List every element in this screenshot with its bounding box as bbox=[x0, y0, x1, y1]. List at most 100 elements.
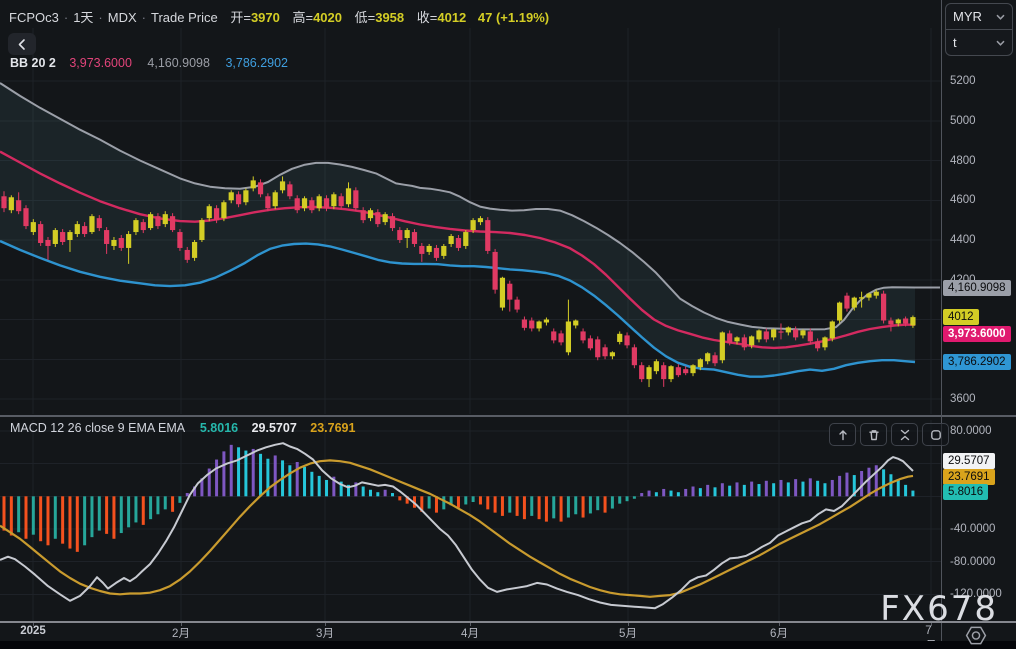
price-tick-label: 5000 bbox=[950, 114, 976, 127]
trash-icon bbox=[868, 429, 879, 440]
candle bbox=[23, 208, 29, 227]
bb-upper-value: 4,160.9098 bbox=[147, 56, 210, 70]
candle bbox=[822, 337, 828, 348]
candle bbox=[470, 220, 476, 231]
candle bbox=[16, 200, 22, 212]
symbol-name[interactable]: FCPOc3 bbox=[9, 10, 59, 25]
candle bbox=[67, 232, 73, 240]
candle bbox=[111, 240, 117, 246]
candle bbox=[162, 214, 168, 225]
candle bbox=[360, 210, 366, 221]
change-value: 47 (+1.19%) bbox=[477, 10, 550, 25]
bb-basis-value: 3,973.6000 bbox=[69, 56, 132, 70]
candle bbox=[323, 198, 330, 209]
time-label: 2025 bbox=[20, 625, 46, 637]
separator-dot: · bbox=[63, 10, 69, 25]
bb-title: BB 20 2 bbox=[10, 56, 56, 70]
chevron-left-icon bbox=[18, 38, 25, 50]
delete-pane-button[interactable] bbox=[860, 423, 887, 446]
candle bbox=[140, 222, 146, 231]
candle bbox=[45, 240, 51, 246]
candle bbox=[573, 320, 579, 326]
candle bbox=[52, 230, 58, 244]
candle bbox=[910, 317, 916, 326]
time-label: 5月 bbox=[619, 628, 637, 640]
bb-indicator-legend[interactable]: BB 20 2 3,973.6000 4,160.9098 3,786.2902 bbox=[10, 56, 288, 70]
candle bbox=[529, 320, 535, 329]
candle bbox=[375, 212, 381, 225]
candle bbox=[829, 321, 835, 339]
candle bbox=[514, 299, 520, 310]
macd-signal-line bbox=[0, 459, 914, 598]
time-label: 6月 bbox=[770, 628, 788, 640]
candle bbox=[184, 249, 190, 260]
candle bbox=[221, 202, 227, 219]
signal-value-badge: 23.7691 bbox=[943, 468, 995, 485]
pane-divider[interactable] bbox=[0, 415, 1016, 417]
candle bbox=[902, 318, 909, 324]
currency-dropdown[interactable]: MYR bbox=[946, 4, 1012, 30]
candle bbox=[499, 277, 506, 308]
candle bbox=[646, 367, 652, 380]
candle bbox=[712, 355, 718, 364]
bb-lower-badge: 3,786.2902 bbox=[943, 353, 1011, 370]
symbol-info-bar[interactable]: FCPOc3 · 1天 · MDX · Trade Price 开=3970 高=4020 … bbox=[9, 7, 549, 26]
back-button[interactable] bbox=[8, 33, 36, 55]
candle bbox=[617, 333, 623, 342]
macd-signal-value: 23.7691 bbox=[310, 421, 356, 435]
candle bbox=[206, 206, 212, 219]
macd-indicator-legend[interactable]: MACD 12 26 close 9 EMA EMA 5.8016 29.570… bbox=[10, 421, 355, 435]
chevron-down-icon bbox=[996, 14, 1005, 20]
candle bbox=[668, 366, 674, 380]
main-chart-svg[interactable] bbox=[0, 0, 941, 649]
candle bbox=[683, 369, 689, 374]
scale-unit-selector: MYR t bbox=[945, 3, 1013, 56]
candle bbox=[485, 220, 491, 251]
unit-dropdown[interactable]: t bbox=[946, 30, 1012, 55]
grid-lines bbox=[0, 28, 941, 621]
time-tick bbox=[33, 622, 34, 626]
candle bbox=[1, 196, 7, 209]
candle bbox=[96, 218, 102, 229]
candle bbox=[675, 367, 681, 376]
candle bbox=[602, 347, 608, 357]
axis-settings-button[interactable] bbox=[963, 624, 989, 649]
time-label: 3月 bbox=[316, 628, 334, 640]
macd-tick-label: -40.0000 bbox=[950, 522, 996, 535]
candle bbox=[60, 232, 66, 242]
candle bbox=[74, 224, 80, 235]
candle bbox=[382, 214, 388, 223]
price-axis-border bbox=[941, 0, 942, 641]
candle bbox=[639, 365, 645, 380]
candle bbox=[859, 297, 865, 299]
time-tick bbox=[931, 622, 932, 626]
time-axis[interactable]: 20252月3月4月5月6月7月 bbox=[0, 622, 941, 649]
collapse-pane-button[interactable] bbox=[891, 423, 918, 446]
candle bbox=[734, 337, 740, 342]
bb-lower-line bbox=[0, 239, 916, 378]
candle bbox=[89, 216, 95, 233]
price-tick-label: 3600 bbox=[950, 393, 976, 405]
candle bbox=[851, 297, 857, 308]
candle bbox=[565, 321, 572, 353]
macd-line-value: 29.5707 bbox=[251, 421, 297, 435]
time-label: 2月 bbox=[172, 628, 190, 640]
candle bbox=[419, 245, 425, 254]
candle bbox=[235, 194, 242, 205]
candle bbox=[749, 336, 755, 346]
candle bbox=[705, 353, 711, 362]
interval-label[interactable]: 1天 bbox=[73, 10, 94, 25]
open-label: 开= bbox=[230, 10, 251, 25]
price-tick-label: 4800 bbox=[950, 154, 976, 167]
maximize-pane-button[interactable] bbox=[922, 423, 949, 446]
macd-value-badge: 29.5707 bbox=[943, 452, 995, 469]
candle bbox=[38, 224, 44, 243]
last-price-badge: 4012 bbox=[943, 309, 979, 326]
candle bbox=[272, 192, 278, 207]
move-pane-up-button[interactable] bbox=[829, 423, 856, 446]
candle bbox=[624, 335, 630, 346]
candle bbox=[389, 216, 396, 229]
price-axis[interactable]: 520050004800460044004200360080.0000-40.0… bbox=[941, 0, 1016, 622]
candle bbox=[345, 188, 352, 205]
close-value: 4012 bbox=[437, 10, 467, 25]
